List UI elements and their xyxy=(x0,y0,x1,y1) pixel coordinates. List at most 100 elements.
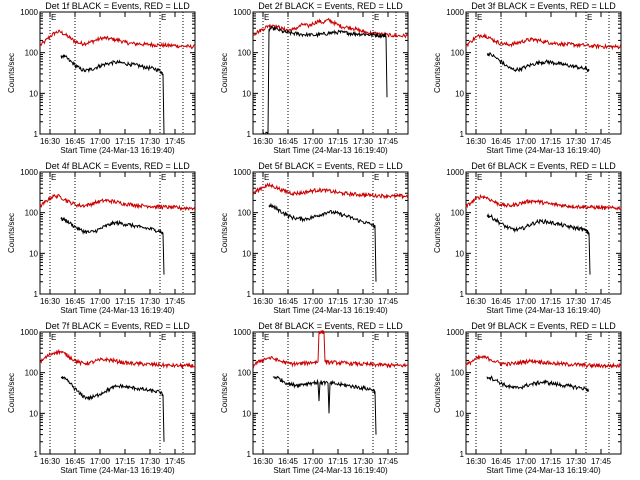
y-tick-label: 1 xyxy=(460,450,465,459)
x-tick-label: 17:30 xyxy=(353,297,374,306)
series-events-line xyxy=(486,212,591,275)
x-tick-label: 16:45 xyxy=(65,457,86,466)
y-tick-label: 100 xyxy=(451,209,465,218)
x-axis-label: Start Time (24-Mar-13 16:19:40) xyxy=(273,146,388,155)
y-tick-label: 1000 xyxy=(446,8,464,17)
x-tick-label: 17:15 xyxy=(115,297,136,306)
marker-label: E xyxy=(161,13,166,22)
marker-label: E xyxy=(587,333,592,342)
y-tick-label: 10 xyxy=(242,89,251,98)
x-tick-label: 16:45 xyxy=(278,137,299,146)
y-tick-label: 1000 xyxy=(233,328,251,337)
x-tick-label: 16:30 xyxy=(466,137,487,146)
series-events-line xyxy=(60,54,165,135)
x-tick-label: 17:00 xyxy=(303,457,324,466)
series-lld-line xyxy=(252,330,409,369)
y-axis-label: Counts/sec xyxy=(7,213,16,253)
x-axis-label: Start Time (24-Mar-13 16:19:40) xyxy=(60,466,175,475)
marker-label: E xyxy=(477,333,482,342)
x-tick-label: 17:15 xyxy=(328,457,349,466)
panel-det-9: Det 9f BLACK = Events, RED = LLD 1 10 100 10… xyxy=(433,321,622,475)
x-axis-label: Start Time (24-Mar-13 16:19:40) xyxy=(60,146,175,155)
series-events-line xyxy=(486,52,590,73)
y-tick-label: 1000 xyxy=(446,328,464,337)
y-tick-label: 1 xyxy=(460,130,465,139)
series-lld-line xyxy=(39,348,196,370)
panel-title: Det 8f BLACK = Events, RED = LLD xyxy=(258,321,403,331)
series-events-line xyxy=(60,217,165,275)
y-axis-label: Counts/sec xyxy=(220,53,229,93)
y-tick-label: 100 xyxy=(451,49,465,58)
x-axis-label: Start Time (24-Mar-13 16:19:40) xyxy=(486,306,601,315)
marker-label: E xyxy=(161,173,166,182)
marker-label: E xyxy=(477,13,482,22)
marker-label: E xyxy=(264,173,269,182)
y-axis-label: Counts/sec xyxy=(220,213,229,253)
x-tick-label: 17:45 xyxy=(591,297,612,306)
y-axis-label: Counts/sec xyxy=(220,373,229,413)
y-tick-label: 10 xyxy=(29,249,38,258)
x-axis-label: Start Time (24-Mar-13 16:19:40) xyxy=(273,306,388,315)
axes-frame xyxy=(39,331,196,455)
marker-label: E xyxy=(477,173,482,182)
y-tick-label: 10 xyxy=(455,89,464,98)
y-tick-label: 100 xyxy=(238,49,252,58)
y-tick-label: 10 xyxy=(455,409,464,418)
series-events-line xyxy=(262,26,388,135)
y-tick-label: 1 xyxy=(34,130,39,139)
y-tick-label: 1 xyxy=(247,130,252,139)
marker-label: E xyxy=(51,13,56,22)
y-tick-label: 1 xyxy=(247,450,252,459)
panel-title: Det 2f BLACK = Events, RED = LLD xyxy=(258,1,403,11)
panel-title: Det 5f BLACK = Events, RED = LLD xyxy=(258,161,403,171)
x-tick-label: 17:30 xyxy=(140,457,161,466)
y-tick-label: 1 xyxy=(460,290,465,299)
x-tick-label: 17:15 xyxy=(115,137,136,146)
x-tick-label: 17:00 xyxy=(90,297,111,306)
x-axis-label: Start Time (24-Mar-13 16:19:40) xyxy=(486,466,601,475)
x-tick-label: 16:30 xyxy=(466,457,487,466)
y-tick-label: 1000 xyxy=(233,168,251,177)
y-tick-label: 1000 xyxy=(446,168,464,177)
panel-det-8: Det 8f BLACK = Events, RED = LLD 1 10 100 10… xyxy=(220,321,409,475)
axes-frame xyxy=(465,11,622,135)
marker-label: E xyxy=(51,333,56,342)
x-tick-label: 17:15 xyxy=(541,297,562,306)
series-lld-line xyxy=(465,354,622,369)
panel-det-5: Det 5f BLACK = Events, RED = LLD 1 10 100 10… xyxy=(220,161,409,315)
y-tick-label: 100 xyxy=(451,369,465,378)
y-tick-label: 10 xyxy=(29,89,38,98)
x-tick-label: 17:45 xyxy=(165,137,186,146)
x-tick-label: 16:45 xyxy=(65,297,86,306)
axes-frame xyxy=(252,331,409,455)
x-tick-label: 17:00 xyxy=(516,137,537,146)
panel-title: Det 3f BLACK = Events, RED = LLD xyxy=(471,1,616,11)
x-tick-label: 16:45 xyxy=(65,137,86,146)
y-tick-label: 1000 xyxy=(20,168,38,177)
panel-title: Det 4f BLACK = Events, RED = LLD xyxy=(45,161,190,171)
y-tick-label: 1000 xyxy=(20,328,38,337)
y-tick-label: 10 xyxy=(242,249,251,258)
axes-frame xyxy=(252,171,409,295)
x-tick-label: 16:30 xyxy=(40,137,61,146)
marker-label: E xyxy=(374,333,379,342)
series-lld-line xyxy=(252,17,408,39)
x-axis-label: Start Time (24-Mar-13 16:19:40) xyxy=(486,146,601,155)
x-tick-label: 17:15 xyxy=(541,457,562,466)
x-tick-label: 17:30 xyxy=(566,137,587,146)
x-axis-label: Start Time (24-Mar-13 16:19:40) xyxy=(60,306,175,315)
series-lld-line xyxy=(252,182,409,200)
x-tick-label: 17:45 xyxy=(165,297,186,306)
x-tick-label: 17:00 xyxy=(516,457,537,466)
y-axis-label: Counts/sec xyxy=(433,373,442,413)
y-tick-label: 10 xyxy=(455,249,464,258)
y-tick-label: 10 xyxy=(29,409,38,418)
marker-label: E xyxy=(264,13,269,22)
series-lld-line xyxy=(39,193,196,212)
panel-title: Det 1f BLACK = Events, RED = LLD xyxy=(45,1,190,11)
x-tick-label: 16:30 xyxy=(466,297,487,306)
x-tick-label: 17:15 xyxy=(328,297,349,306)
panel-det-7: Det 7f BLACK = Events, RED = LLD 1 10 100 10… xyxy=(7,321,196,475)
x-tick-label: 16:45 xyxy=(491,137,512,146)
